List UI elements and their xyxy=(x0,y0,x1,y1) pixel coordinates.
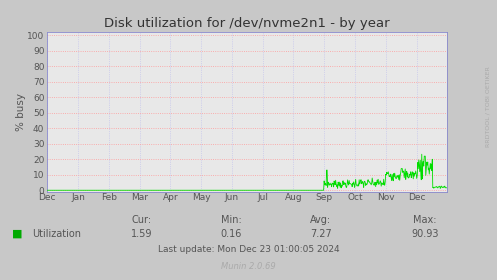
Text: Max:: Max: xyxy=(413,214,437,225)
Text: 1.59: 1.59 xyxy=(131,228,153,239)
Text: 0.16: 0.16 xyxy=(220,228,242,239)
Text: 90.93: 90.93 xyxy=(411,228,439,239)
Text: ■: ■ xyxy=(12,229,23,239)
Text: Avg:: Avg: xyxy=(310,214,331,225)
Text: Min:: Min: xyxy=(221,214,242,225)
Text: Munin 2.0.69: Munin 2.0.69 xyxy=(221,262,276,271)
Y-axis label: % busy: % busy xyxy=(16,93,26,131)
Text: Cur:: Cur: xyxy=(132,214,152,225)
Text: RRDTOOL / TOBI OETIKER: RRDTOOL / TOBI OETIKER xyxy=(486,66,491,147)
Text: Last update: Mon Dec 23 01:00:05 2024: Last update: Mon Dec 23 01:00:05 2024 xyxy=(158,245,339,254)
Title: Disk utilization for /dev/nvme2n1 - by year: Disk utilization for /dev/nvme2n1 - by y… xyxy=(104,17,390,30)
Text: 7.27: 7.27 xyxy=(310,228,331,239)
Text: Utilization: Utilization xyxy=(32,229,82,239)
